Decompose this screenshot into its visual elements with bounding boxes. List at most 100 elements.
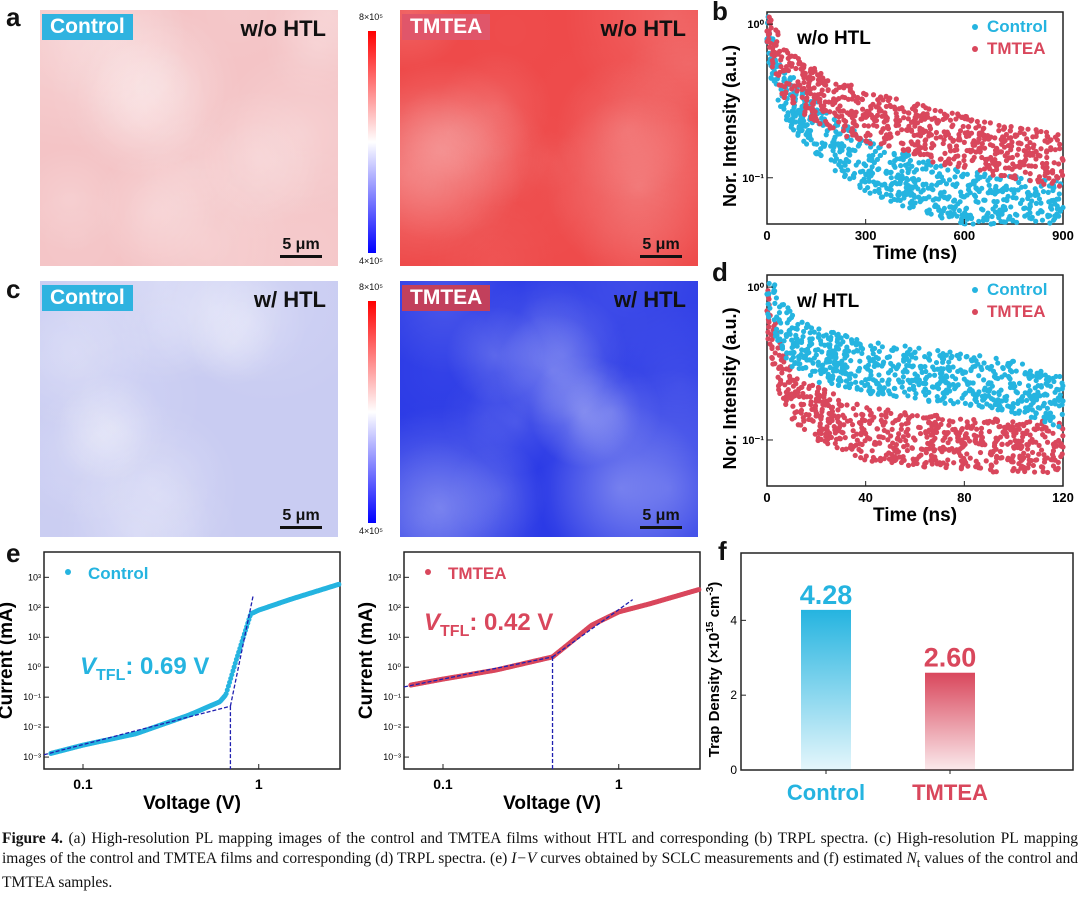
data-point-control: [846, 150, 852, 156]
x-tick-label: 0: [763, 228, 770, 243]
data-point-control: [900, 203, 906, 209]
data-point-tmtea: [953, 153, 959, 160]
data-point-tmtea: [1055, 459, 1061, 465]
data-point-tmtea: [977, 167, 983, 173]
data-point-tmtea: [901, 115, 907, 121]
y-tick-label: 10⁻²: [383, 722, 401, 732]
y-tick-label: 10⁰: [747, 282, 764, 294]
data-point-tmtea: [841, 123, 848, 129]
data-point-tmtea: [696, 587, 702, 593]
data-point-tmtea: [1034, 422, 1040, 428]
data-point-control: [968, 357, 974, 363]
data-point-control: [927, 351, 933, 357]
data-point-tmtea: [958, 458, 965, 464]
data-point-tmtea: [851, 93, 857, 99]
data-point-control: [954, 181, 960, 187]
data-point-control: [1019, 398, 1025, 404]
data-point-tmtea: [957, 446, 964, 452]
data-point-control: [940, 366, 947, 372]
legend-marker: [972, 46, 978, 52]
colorbar-min-label: 4×10⁵: [359, 526, 384, 536]
data-point-control: [950, 381, 956, 388]
data-point-tmtea: [822, 80, 828, 86]
data-point-tmtea: [860, 412, 866, 418]
scale-bar: 5 μm: [280, 236, 322, 258]
data-point-tmtea: [903, 412, 909, 418]
data-point-control: [848, 337, 855, 343]
data-point-tmtea: [791, 83, 797, 89]
data-point-tmtea: [808, 399, 814, 405]
data-point-control: [816, 379, 822, 385]
data-point-tmtea: [920, 415, 927, 421]
data-point-tmtea: [942, 150, 948, 156]
data-point-control: [866, 174, 872, 181]
data-point-tmtea: [953, 143, 960, 149]
data-point-tmtea: [899, 105, 905, 112]
data-point-tmtea: [818, 430, 824, 437]
legend-marker: [972, 287, 978, 293]
data-point-tmtea: [957, 416, 964, 422]
data-point-tmtea: [817, 74, 823, 80]
data-point-tmtea: [964, 451, 970, 457]
data-point-control: [1056, 403, 1062, 409]
caption-text: (a) High-resolution PL mapping images of…: [2, 830, 1079, 867]
data-point-tmtea: [987, 120, 993, 126]
data-point-control: [811, 141, 817, 147]
data-point-tmtea: [1050, 441, 1056, 447]
data-point-control: [227, 679, 233, 685]
data-point-control: [900, 153, 906, 159]
data-point-control: [935, 398, 941, 404]
data-point-tmtea: [957, 128, 964, 134]
data-point-tmtea: [1026, 457, 1032, 463]
data-point-tmtea: [844, 133, 850, 140]
data-point-control: [875, 355, 881, 362]
data-point-tmtea: [951, 460, 957, 466]
data-point-tmtea: [1005, 455, 1011, 461]
data-point-tmtea: [1018, 457, 1025, 464]
data-point-tmtea: [918, 452, 924, 458]
data-point-control: [1032, 191, 1039, 197]
data-point-tmtea: [778, 57, 784, 63]
data-point-control: [794, 343, 800, 349]
scale-bar-label: 5 μm: [642, 236, 680, 253]
data-point-tmtea: [1010, 419, 1016, 425]
data-point-control: [893, 366, 900, 372]
data-point-tmtea: [1001, 124, 1007, 130]
data-point-control: [818, 152, 824, 159]
data-point-tmtea: [952, 147, 958, 153]
data-point-tmtea: [929, 116, 935, 122]
data-point-tmtea: [940, 140, 946, 147]
data-point-control: [803, 364, 809, 371]
data-point-control: [1016, 408, 1022, 414]
data-point-tmtea: [882, 110, 888, 116]
data-point-tmtea: [1003, 131, 1010, 138]
data-point-tmtea: [764, 28, 770, 34]
data-point-control: [780, 302, 787, 308]
data-point-control: [898, 163, 904, 169]
data-point-control: [768, 75, 774, 81]
data-point-tmtea: [769, 345, 775, 352]
data-point-control: [912, 349, 918, 356]
data-point-control: [991, 397, 997, 403]
x-tick-label: 0.1: [433, 776, 453, 792]
data-point-tmtea: [1050, 463, 1057, 469]
data-point-tmtea: [1033, 156, 1039, 162]
data-point-tmtea: [930, 446, 937, 452]
data-point-control: [918, 189, 924, 195]
data-point-tmtea: [924, 111, 930, 117]
data-point-tmtea: [817, 121, 823, 127]
data-point-control: [886, 388, 892, 394]
data-point-tmtea: [945, 457, 951, 463]
data-point-control: [766, 280, 772, 287]
data-point-tmtea: [973, 464, 979, 470]
data-point-control: [920, 159, 926, 165]
data-point-control: [859, 350, 865, 357]
data-point-control: [954, 213, 960, 219]
data-point-control: [1029, 407, 1035, 413]
data-point-control: [897, 181, 903, 187]
data-point-control: [888, 175, 894, 181]
data-point-tmtea: [780, 67, 787, 74]
data-point-tmtea: [776, 364, 782, 370]
data-point-control: [916, 160, 922, 166]
data-point-control: [940, 390, 946, 396]
